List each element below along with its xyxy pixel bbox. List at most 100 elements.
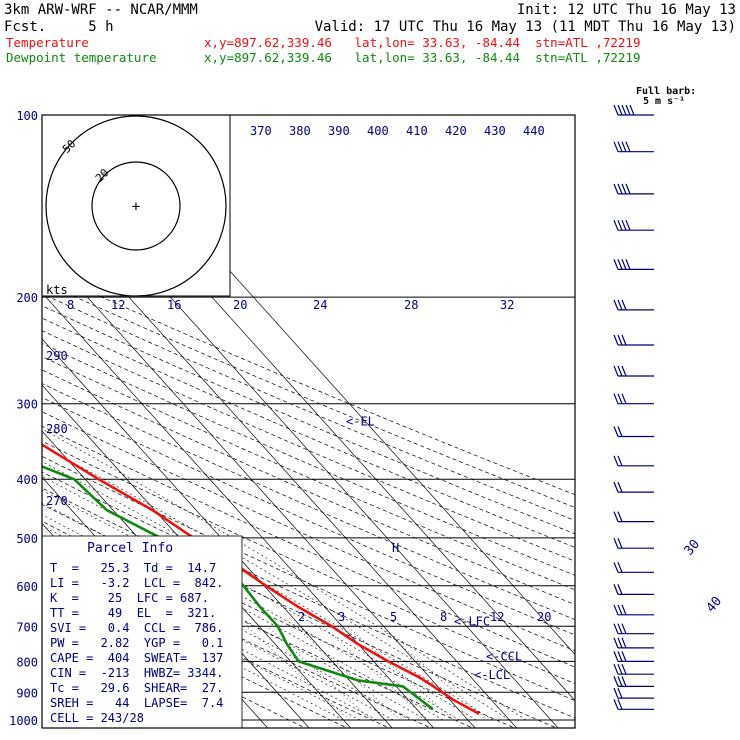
parcel-info-row: SREH = 44 LAPSE= 7.4 (50, 696, 223, 710)
level-marker: H (392, 541, 399, 555)
wind-barb-flag (621, 141, 627, 152)
wind-barb (613, 365, 654, 377)
wind-barb-flag (613, 604, 619, 616)
isotherm-line (42, 246, 476, 728)
wind-barb-flag (617, 219, 623, 231)
wind-legend-value: 5 m s⁻¹ (643, 96, 685, 107)
parcel-info-row: CELL = 243/28 (50, 711, 144, 725)
wind-barb-flag (625, 219, 631, 231)
wind-barb-flag (617, 334, 623, 346)
wind-barb-flag (613, 426, 619, 437)
pressure-label: 500 (16, 532, 38, 546)
wind-barb-flag (613, 334, 619, 346)
hodograph-ring-outer (45, 115, 227, 297)
parcel-info-row: CIN = -213 HWBZ= 3344. (50, 666, 223, 680)
wind-barb (613, 334, 654, 346)
isotherm-line (42, 384, 352, 728)
wind-barb-flag (621, 299, 627, 311)
wind-barb-flag (617, 687, 623, 699)
wind-barb-flag (613, 141, 619, 152)
wind-barb-flag (613, 663, 619, 675)
wind-barb-flag (617, 141, 623, 152)
wind-barb-flag (625, 183, 631, 195)
wind-barb-flag (621, 334, 627, 346)
theta-label: 430 (484, 124, 506, 138)
wind-barb (613, 623, 654, 635)
parcel-info-title: Parcel Info (87, 541, 173, 556)
wind-barb (613, 259, 654, 270)
hodograph-box (41, 114, 231, 297)
hodograph-ring-inner (91, 161, 181, 251)
wind-barb-flag (625, 141, 631, 152)
dry-adiabat (42, 356, 575, 591)
wind-legend-title: Full barb: (636, 86, 696, 97)
wind-barb-flag (613, 699, 619, 710)
wind-barb-flag (621, 183, 627, 195)
pressure-label: 100 (16, 109, 38, 123)
wind-barb-flag (621, 393, 627, 404)
mixing-ratio-label: 2 (298, 610, 305, 624)
wind-barb-flag (617, 651, 623, 662)
wind-barb (613, 699, 654, 710)
wind-barb-flag (617, 537, 623, 549)
pressure-label: 900 (16, 686, 38, 700)
wind-barb-flag (617, 104, 623, 116)
mixing-ratio-label: 12 (490, 610, 504, 624)
init-time: Init: 12 UTC Thu 16 May 13 (517, 2, 736, 18)
wind-barb-flag (621, 663, 627, 675)
wind-barb (613, 219, 654, 231)
wind-barb-flag (617, 259, 623, 270)
wind-barb-flag (617, 623, 623, 634)
wind-barb (613, 651, 654, 663)
dry-adiabat (42, 574, 348, 728)
mixing-ratio-label: 8 (440, 610, 447, 624)
pressure-label: 1000 (9, 714, 38, 728)
wind-barb-flag (625, 259, 631, 270)
wind-barb-flag (613, 623, 619, 634)
hodograph-speed-label: 28 (404, 298, 418, 312)
hodograph-speed-label: 24 (313, 298, 327, 312)
wind-barb-flag (621, 604, 627, 616)
temperature-label: Temperature (6, 35, 89, 50)
dry-adiabat (42, 281, 575, 508)
parcel-info-box (41, 535, 243, 729)
wind-barb-flag (617, 365, 623, 377)
wind-barb-flag (621, 637, 627, 649)
wind-barb-flag (613, 481, 619, 493)
wind-barb-flag (613, 219, 619, 231)
theta-label: 370 (250, 124, 272, 138)
pressure-label: 700 (16, 620, 38, 634)
pressure-label: 200 (16, 291, 38, 305)
level-marker: <-EL (346, 414, 375, 428)
wind-barb-flag (613, 584, 619, 595)
parcel-info-row: LI = -3.2 LCL = 842. (50, 576, 223, 590)
wind-barb-flag (613, 637, 619, 649)
isotherm-line (42, 338, 393, 728)
wind-barb (613, 663, 654, 675)
wind-barb (613, 604, 654, 616)
pressure-label: 400 (16, 473, 38, 487)
parcel-info-row: K = 25 LFC = 687. (50, 591, 209, 605)
dry-adiabat (42, 343, 575, 576)
level-marker: <-CCL (486, 650, 522, 664)
wind-barb-flag (621, 259, 627, 270)
model-title: 3km ARW-WRF -- NCAR/MMM (4, 2, 198, 18)
wind-barb-flag (613, 687, 619, 699)
wind-barb-flag (617, 604, 623, 616)
forecast-hour: Fcst. 5 h (4, 19, 114, 35)
dry-adiabat (42, 440, 575, 685)
wind-barb (613, 676, 654, 688)
dry-adiabat (42, 471, 575, 719)
mixing-ratio-label: 3 (338, 610, 345, 624)
wind-barb (613, 183, 654, 195)
dewpoint-label: Dewpoint temperature (6, 50, 157, 65)
level-marker: <-LCL (474, 668, 510, 682)
wind-barb-flag (613, 537, 619, 549)
parcel-info-row: T = 25.3 Td = 14.7 (50, 561, 216, 575)
wind-barb-flag (613, 259, 619, 270)
theta-label: 400 (367, 124, 389, 138)
wind-barb-flag (613, 104, 619, 116)
wind-barb (613, 537, 654, 549)
wind-barb-flag (621, 104, 627, 116)
